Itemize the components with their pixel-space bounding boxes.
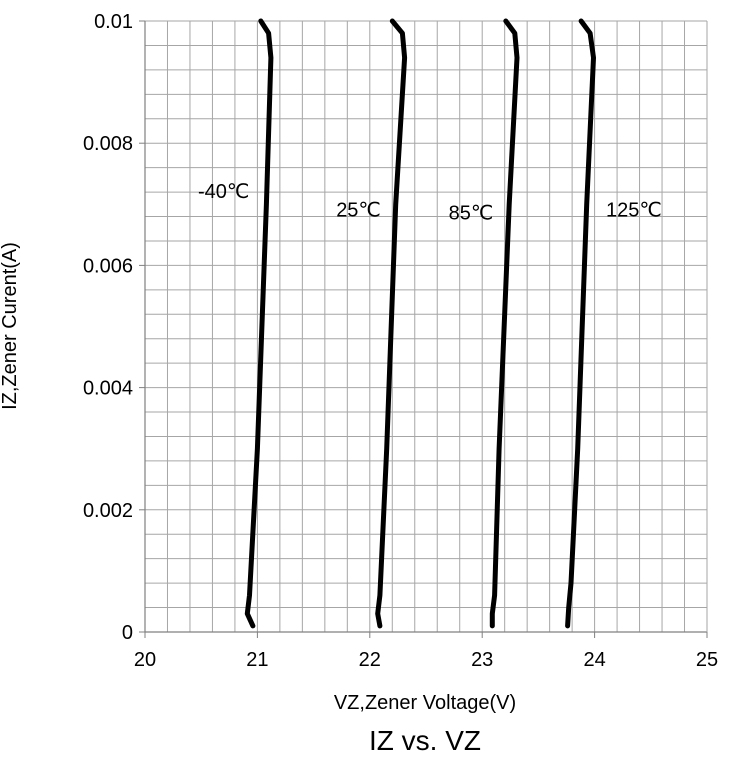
- series-lines: [244, 18, 596, 629]
- x-tick-label: 20: [134, 649, 156, 671]
- y-tick-label: 0.004: [83, 378, 133, 400]
- series-line-4: [565, 18, 596, 629]
- x-tick-label: 25: [696, 649, 718, 671]
- series-line-2: [375, 18, 408, 629]
- y-tick-label: 0.006: [83, 255, 133, 277]
- y-axis-title: IZ,Zener Curent(A): [0, 242, 21, 410]
- x-tick-label: 22: [359, 649, 381, 671]
- series-line-3: [489, 18, 520, 629]
- x-axis-title: VZ,Zener Voltage(V): [334, 692, 516, 714]
- chart-caption: IZ vs. VZ: [369, 725, 481, 756]
- x-tick-labels: 20 21 22 23 24 25: [134, 632, 718, 671]
- x-tick-label: 23: [471, 649, 493, 671]
- y-tick-label: 0.002: [83, 500, 133, 522]
- y-tick-label: 0.008: [83, 133, 133, 155]
- grid-lines: [145, 20, 707, 632]
- y-tick-label: 0.01: [94, 11, 133, 33]
- series-label-3: 85℃: [449, 203, 494, 225]
- x-tick-label: 21: [246, 649, 268, 671]
- y-tick-labels: 0 0.002 0.004 0.006 0.008 0.01: [83, 11, 145, 644]
- series-label-2: 25℃: [336, 200, 381, 222]
- y-tick-label: 0: [122, 622, 133, 644]
- series-labels: -40℃ 25℃ 85℃ 125℃: [198, 181, 662, 224]
- series-label-1: -40℃: [198, 181, 249, 203]
- axes: [144, 21, 708, 633]
- x-tick-label: 24: [583, 649, 605, 671]
- series-label-4: 125℃: [606, 200, 662, 222]
- series-line-1: [244, 18, 274, 629]
